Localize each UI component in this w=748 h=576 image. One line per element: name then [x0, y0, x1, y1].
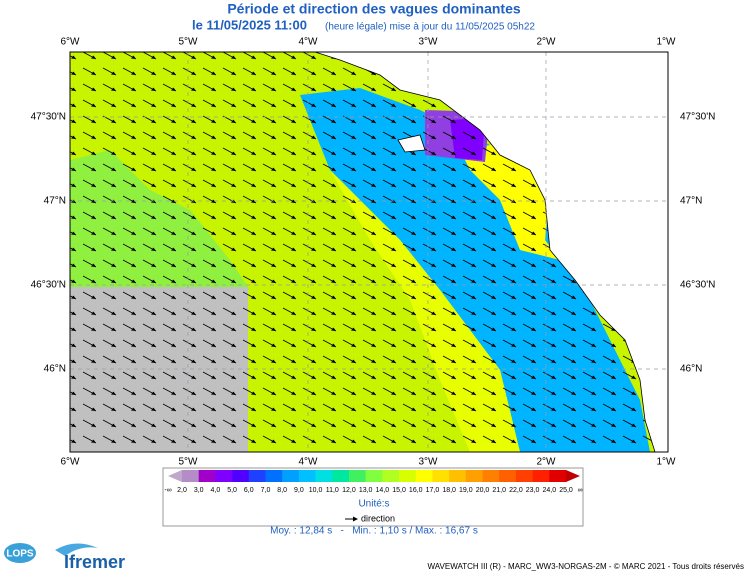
lat-label-left: 47°30'N	[31, 112, 66, 123]
colorbar-cell	[499, 470, 517, 482]
lon-label-bottom: 1°W	[657, 457, 677, 468]
colorbar-cell	[549, 470, 567, 482]
lon-label-top: 4°W	[299, 37, 319, 48]
colorbar-label: 7,0	[261, 487, 271, 494]
colorbar-cell	[465, 470, 483, 482]
graticule: 6°W 6°W 5°W 5°W 4°W 4°W 3°W 3°W 2°W 2°W 1°W 1°W 47°3…	[31, 37, 716, 468]
stats: Moy. : 12,84 s - Min. : 1,10 s / Max. : …	[270, 526, 478, 537]
colorbar-label: 25,0	[559, 487, 573, 494]
colorbar-label: 18,0	[442, 487, 456, 494]
colorbar-cell	[399, 470, 417, 482]
colorbar: -∞ 2,0 3,0 4,0 5,0 6,0 7,0 8,0 9,0 10,0 11,0 12,0 13…	[162, 467, 584, 527]
colorbar-label: 21,0	[492, 487, 506, 494]
colorbar-label: 16,0	[409, 487, 423, 494]
colorbar-cell	[298, 470, 316, 482]
colorbar-label: 9,0	[294, 487, 304, 494]
lon-label-bottom: 4°W	[299, 457, 319, 468]
colorbar-cell	[515, 470, 533, 482]
colorbar-cell	[215, 470, 233, 482]
lat-label-right: 46°N	[680, 364, 702, 375]
colorbar-label: 20,0	[476, 487, 490, 494]
lon-label-bottom: 3°W	[419, 457, 439, 468]
colorbar-cell	[265, 470, 283, 482]
colorbar-label: 5,0	[227, 487, 237, 494]
map	[70, 52, 668, 452]
ifremer-text: Ifremer	[64, 552, 125, 572]
colorbar-label: -∞	[164, 487, 171, 494]
colorbar-cell	[232, 470, 250, 482]
title: Période et direction des vagues dominant…	[227, 1, 521, 17]
colorbar-label: 24,0	[542, 487, 556, 494]
lon-label-top: 2°W	[537, 37, 557, 48]
legend-label: direction	[361, 513, 395, 523]
lon-label-bottom: 5°W	[179, 457, 199, 468]
lat-label-right: 46°30'N	[680, 280, 715, 291]
colorbar-cap	[566, 470, 580, 482]
colorbar-label: 4,0	[211, 487, 221, 494]
lops-logo	[4, 543, 36, 563]
colorbar-cell	[365, 470, 383, 482]
lon-label-bottom: 2°W	[537, 457, 557, 468]
lon-label-top: 3°W	[419, 37, 439, 48]
colorbar-cap	[168, 470, 182, 482]
colorbar-cell	[248, 470, 266, 482]
colorbar-cell	[532, 470, 550, 482]
colorbar-label: 23,0	[526, 487, 540, 494]
colorbar-label: 11,0	[326, 487, 339, 494]
colorbar-label: 17,0	[426, 487, 440, 494]
lon-label-top: 1°W	[657, 37, 677, 48]
credits: WAVEWATCH III (R) - MARC_WW3-NORGAS-2M -…	[428, 562, 744, 571]
colorbar-cell	[348, 470, 366, 482]
lat-label-right: 47°30'N	[680, 112, 715, 123]
lon-label-top: 6°W	[61, 37, 81, 48]
legend-arrow-head	[353, 516, 358, 522]
lat-label-left: 46°30'N	[31, 280, 66, 291]
map-frame	[69, 51, 669, 453]
colorbar-cell	[415, 470, 433, 482]
lat-label-left: 47°N	[44, 196, 66, 207]
lon-label-bottom: 6°W	[61, 457, 81, 468]
colorbar-cell	[482, 470, 500, 482]
colorbar-label: 12,0	[342, 487, 356, 494]
colorbar-label: 10,0	[309, 487, 323, 494]
lops-text: LOPS	[6, 549, 34, 560]
lat-label-left: 46°N	[44, 364, 66, 375]
colorbar-label: 2,0	[177, 487, 187, 494]
colorbar-cell	[382, 470, 400, 482]
colorbar-label: 14,0	[376, 487, 390, 494]
unit: Unité:s	[358, 499, 389, 510]
colorbar-cell	[449, 470, 467, 482]
colorbar-label: 22,0	[509, 487, 523, 494]
lon-label-top: 5°W	[179, 37, 199, 48]
date: le 11/05/2025 11:00	[192, 17, 307, 32]
colorbar-label: 19,0	[459, 487, 473, 494]
colorbar-cell	[332, 470, 350, 482]
colorbar-cell	[315, 470, 333, 482]
colorbar-label: 15,0	[392, 487, 406, 494]
ifremer-logo	[55, 543, 98, 556]
colorbar-label: 8,0	[277, 487, 287, 494]
colorbar-label: 6,0	[244, 487, 254, 494]
colorbar-label: 13,0	[359, 487, 373, 494]
lat-label-right: 47°N	[680, 196, 702, 207]
colorbar-cell	[432, 470, 450, 482]
colorbar-cell	[182, 470, 199, 482]
update: (heure légale) mise à jour du 11/05/2025…	[325, 22, 535, 33]
colorbar-label: ∞	[578, 487, 583, 494]
colorbar-label: 3,0	[194, 487, 204, 494]
colorbar-cell	[282, 470, 300, 482]
colorbar-cell	[198, 470, 216, 482]
